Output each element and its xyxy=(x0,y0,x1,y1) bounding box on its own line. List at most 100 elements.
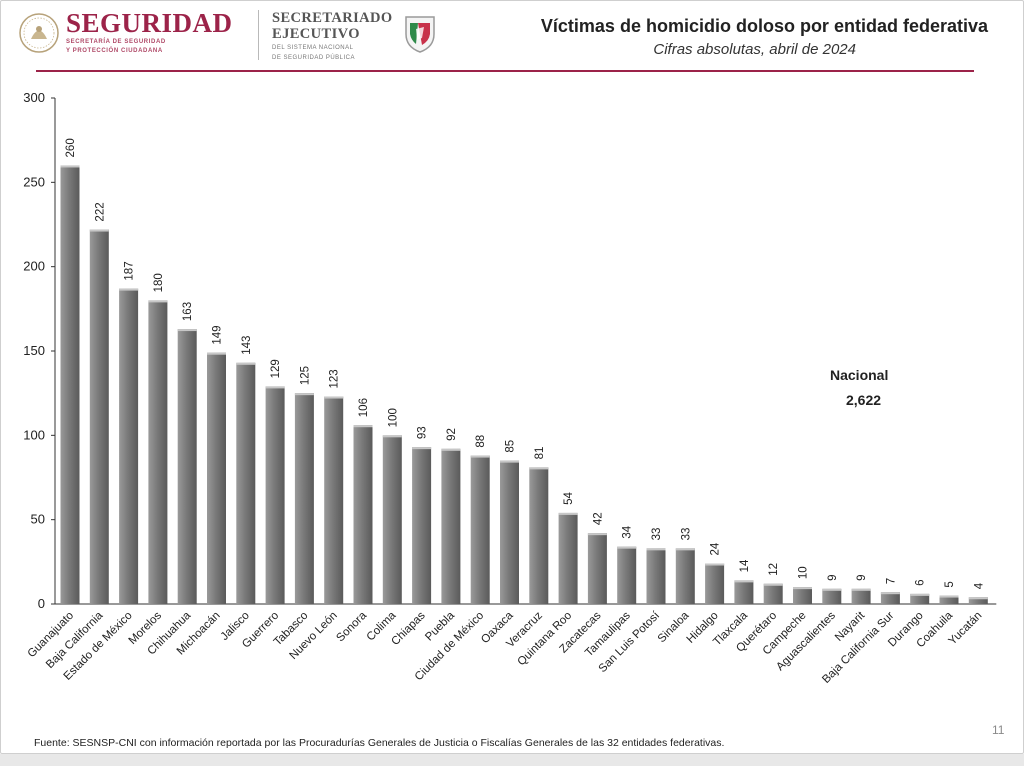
source-footnote: Fuente: SESNSP-CNI con información repor… xyxy=(34,737,725,749)
data-label: 14 xyxy=(739,559,751,572)
data-label: 6 xyxy=(915,579,927,585)
data-label: 149 xyxy=(212,325,224,344)
data-label: 33 xyxy=(651,528,663,541)
bar xyxy=(119,288,139,604)
bar xyxy=(763,583,783,604)
data-label: 85 xyxy=(505,440,517,453)
data-label: 34 xyxy=(622,525,634,538)
bar-cap xyxy=(646,548,666,551)
data-label: 9 xyxy=(827,574,839,580)
bar-cap xyxy=(734,580,754,583)
bar xyxy=(500,460,519,604)
y-tick-label: 50 xyxy=(31,512,45,527)
bar xyxy=(617,546,637,604)
bar-cap xyxy=(851,588,871,591)
bar xyxy=(529,467,549,604)
data-label: 129 xyxy=(270,359,282,378)
y-tick-label: 250 xyxy=(23,174,45,189)
bar xyxy=(646,548,666,604)
category-label: Sonora xyxy=(334,609,369,644)
nacional-label: Nacional xyxy=(830,367,889,383)
bar xyxy=(822,588,842,604)
data-label: 92 xyxy=(446,428,458,441)
bar xyxy=(177,329,197,604)
bar xyxy=(382,435,402,604)
brand-subtitle-line-1: SECRETARÍA DE SEGURIDAD xyxy=(66,39,166,45)
bar-cap xyxy=(119,288,139,291)
bar-cap xyxy=(382,435,402,438)
bar xyxy=(148,300,168,604)
bar-cap xyxy=(793,587,812,590)
bar xyxy=(939,595,959,604)
bar-cap xyxy=(236,362,256,365)
bar xyxy=(587,533,607,604)
bar-cap xyxy=(939,595,959,598)
bar xyxy=(353,425,373,604)
bar-cap xyxy=(324,396,344,399)
data-label: 260 xyxy=(65,138,77,157)
data-label: 5 xyxy=(944,581,956,587)
bar-cap xyxy=(89,229,109,232)
bar-cap xyxy=(265,386,285,389)
page-number: 11 xyxy=(992,723,1005,737)
secretariado-block: SECRETARIADO EJECUTIVO DEL SISTEMA NACIO… xyxy=(272,10,393,62)
bar-cap xyxy=(880,592,900,595)
chart-title: Víctimas de homicidio doloso por entidad… xyxy=(540,16,988,36)
bar xyxy=(558,512,578,604)
bar xyxy=(675,548,695,604)
bar xyxy=(734,580,754,604)
data-label: 4 xyxy=(973,582,985,589)
bar xyxy=(89,229,109,604)
data-label: 125 xyxy=(299,366,311,385)
bar-cap xyxy=(500,460,519,463)
nacional-value: 2,622 xyxy=(846,392,882,408)
data-label: 81 xyxy=(534,447,546,460)
bar-cap xyxy=(675,548,695,551)
bar-cap xyxy=(294,393,314,396)
header-divider xyxy=(258,10,259,60)
data-label: 106 xyxy=(358,398,370,417)
secretariado-title-line-1: SECRETARIADO xyxy=(272,10,393,26)
brand-block: SEGURIDAD SECRETARÍA DE SEGURIDAD Y PROT… xyxy=(66,9,233,55)
data-label: 24 xyxy=(710,542,722,555)
bar-cap xyxy=(441,448,461,451)
y-tick-label: 150 xyxy=(23,343,45,358)
bar xyxy=(324,396,344,604)
data-label: 100 xyxy=(387,408,399,427)
data-label: 10 xyxy=(798,566,810,579)
y-tick-label: 300 xyxy=(23,90,45,105)
bar-cap xyxy=(705,563,725,566)
bar-cap xyxy=(60,165,80,168)
bar-cap xyxy=(910,593,930,596)
bar xyxy=(470,455,490,604)
data-label: 222 xyxy=(94,202,106,221)
bar-cap xyxy=(968,597,988,600)
data-label: 9 xyxy=(856,574,868,580)
data-label: 42 xyxy=(592,512,604,525)
bar-cap xyxy=(617,546,637,549)
bar xyxy=(294,393,314,604)
bar-cap xyxy=(177,329,197,332)
data-label: 33 xyxy=(680,528,692,541)
data-label: 163 xyxy=(182,302,194,321)
bar xyxy=(412,447,432,604)
chart-subtitle: Cifras absolutas, abril de 2024 xyxy=(653,41,856,58)
data-label: 93 xyxy=(417,426,429,439)
y-tick-label: 200 xyxy=(23,259,45,274)
bar-cap xyxy=(412,447,432,450)
national-seal-icon xyxy=(19,13,59,53)
bar-cap xyxy=(529,467,549,470)
data-label: 88 xyxy=(475,435,487,448)
data-label: 180 xyxy=(153,273,165,292)
bar xyxy=(207,352,226,604)
bar xyxy=(265,386,285,604)
bar xyxy=(60,165,80,604)
data-label: 143 xyxy=(241,336,253,355)
bar xyxy=(793,587,812,604)
brand-subtitle-line-2: Y PROTECCIÓN CIUDADANA xyxy=(66,48,163,54)
shield-logo-icon xyxy=(405,16,435,53)
secretariado-title-line-2: EJECUTIVO xyxy=(272,26,360,42)
bar xyxy=(441,448,461,604)
